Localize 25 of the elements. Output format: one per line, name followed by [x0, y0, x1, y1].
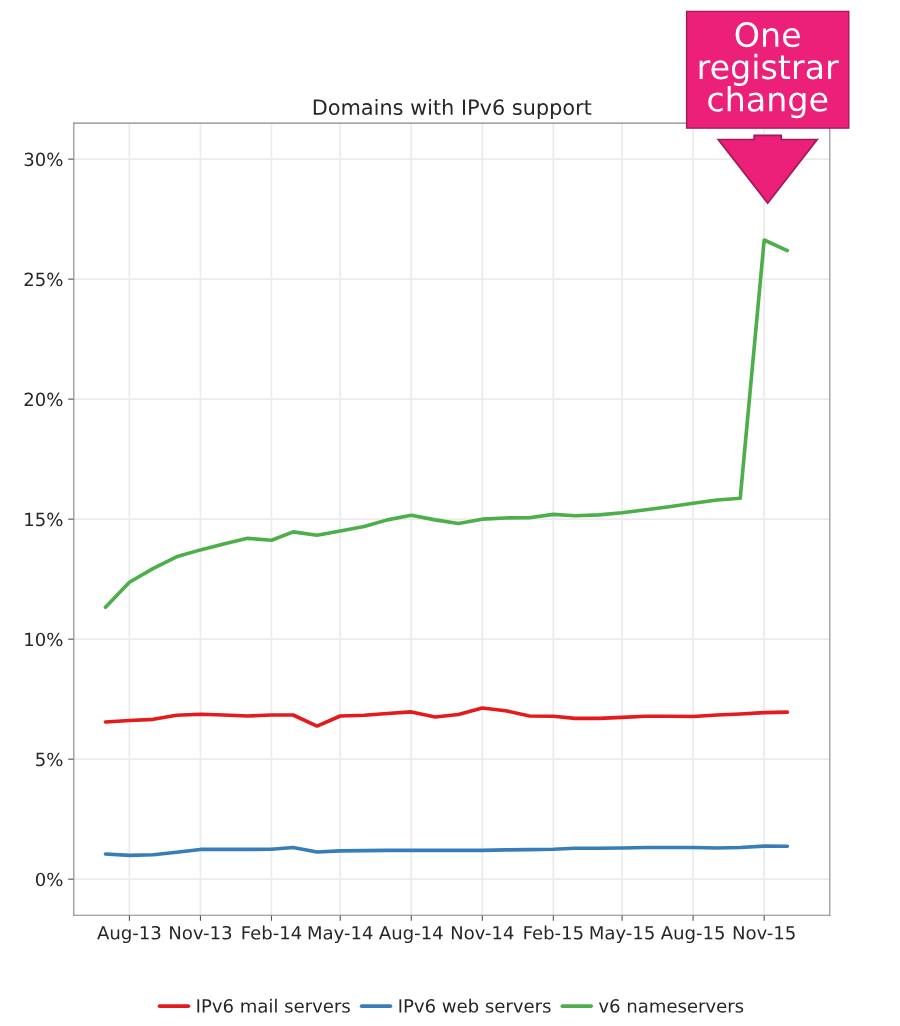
- line-series: [103, 706, 790, 728]
- y-tick-label: 20%: [24, 392, 63, 407]
- x-tick-label: Feb-15: [524, 925, 583, 940]
- x-tick-label: Aug-14: [379, 926, 443, 944]
- x-tick-label: Nov-14: [451, 926, 514, 940]
- y-tick-label: 0%: [35, 872, 63, 887]
- legend-label: IPv6 web servers: [399, 998, 551, 1013]
- line-series: [103, 844, 790, 858]
- x-tick-label: May-15: [590, 926, 654, 944]
- chart-title: Domains with IPv6 support: [313, 98, 592, 120]
- y-tick-label: 30%: [24, 152, 63, 167]
- line-series: [103, 238, 790, 610]
- legend-label: v6 nameservers: [598, 999, 744, 1013]
- x-tick-label: Nov-13: [170, 925, 232, 940]
- x-tick-label: Aug-13: [97, 925, 161, 944]
- legend-label: IPv6 mail servers: [197, 998, 350, 1013]
- y-tick-label: 25%: [24, 272, 63, 287]
- x-tick-label: Feb-14: [242, 925, 302, 940]
- x-tick-label: May-14: [308, 926, 373, 944]
- text: One registrar change: [699, 21, 839, 119]
- x-tick-label: Aug-15: [660, 926, 724, 944]
- y-tick-label: 5%: [36, 752, 63, 767]
- y-tick-label: 15%: [25, 512, 63, 527]
- y-tick-label: 10%: [25, 632, 63, 647]
- x-tick-label: Nov-15: [733, 926, 795, 940]
